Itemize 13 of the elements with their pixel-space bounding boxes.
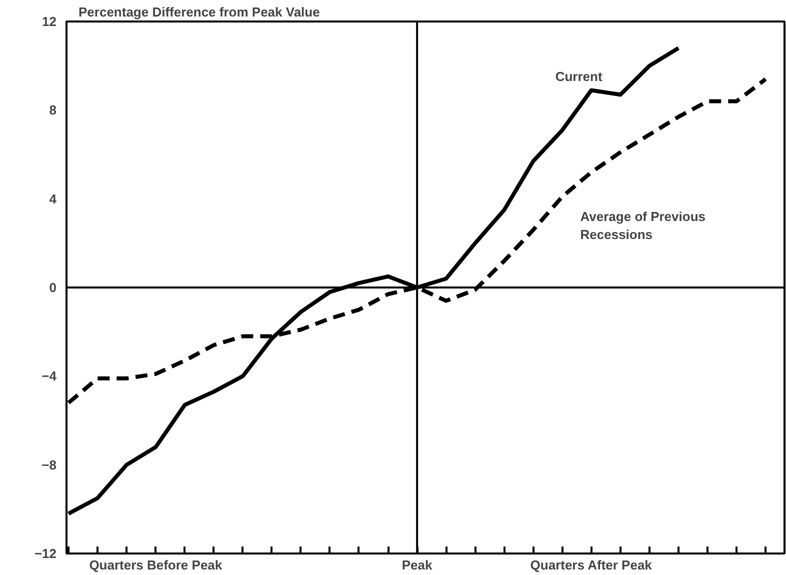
y-tick-label: −12 [34,546,57,561]
y-tick-label: 0 [49,280,57,295]
y-tick-label: −4 [42,368,58,384]
series-label: Average of Previous Recessions [580,208,706,242]
y-tick-label: −8 [42,457,57,472]
x-tick-label: Peak [402,558,434,572]
x-tick-label: Quarters After Peak [530,558,653,572]
y-axis-title: Percentage Difference from Peak Value [78,4,320,20]
y-tick-label: 8 [49,102,57,118]
x-tick-label: Quarters Before Peak [89,558,223,572]
series-label: Current [555,69,603,84]
y-tick-label: 12 [42,14,57,29]
y-tick-label: 4 [49,191,58,206]
